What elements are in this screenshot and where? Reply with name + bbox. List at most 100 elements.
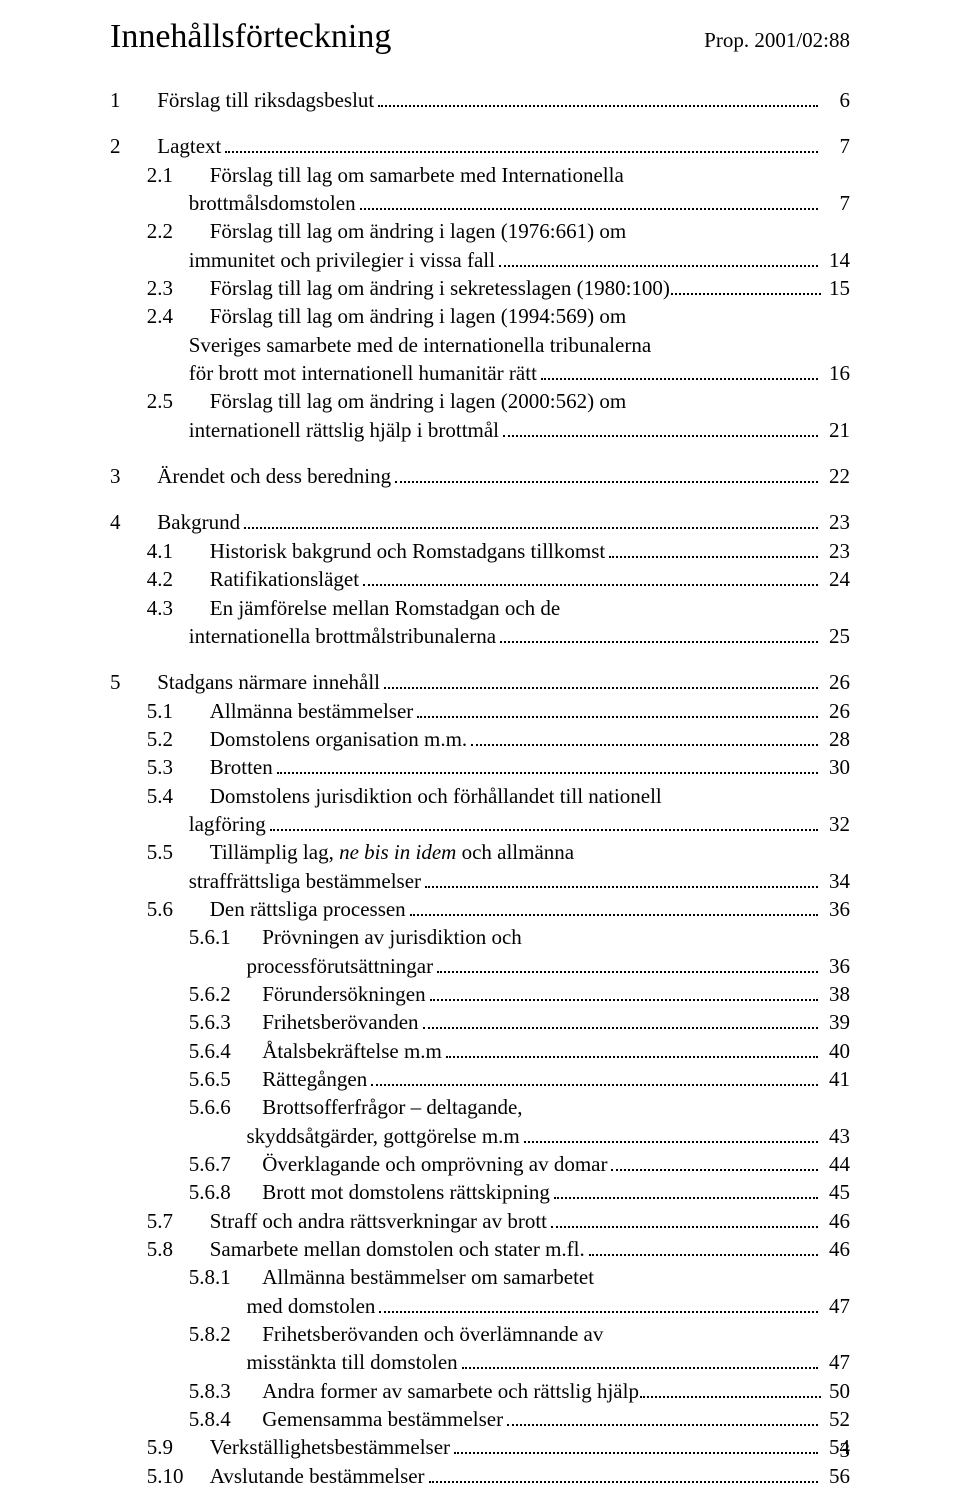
toc-row: 4.2 Ratifikationsläget24 bbox=[110, 565, 850, 593]
toc-row: 2.3 Förslag till lag om ändring i sekret… bbox=[110, 274, 850, 302]
toc-row: 5.6.8 Brott mot domstolens rättskipning 4… bbox=[110, 1178, 850, 1206]
toc-number: 2 bbox=[110, 132, 157, 160]
toc-row: 5.6.2 Förundersökningen 38 bbox=[110, 980, 850, 1008]
toc-row: 5.5 Tillämplig lag, ne bis in idem och a… bbox=[110, 838, 850, 866]
toc-row: 5.8.2 Frihetsberövanden och överlämnande… bbox=[110, 1320, 850, 1348]
toc-text: Historisk bakgrund och Romstadgans tillk… bbox=[210, 537, 605, 565]
toc-row: 5.10 Avslutande bestämmelser56 bbox=[110, 1462, 850, 1490]
toc-number: 1 bbox=[110, 86, 157, 114]
toc-text: Förundersökningen bbox=[262, 980, 425, 1008]
toc-page: 23 bbox=[822, 537, 850, 565]
toc-text: Sveriges samarbete med de internationell… bbox=[189, 331, 651, 359]
toc-row: 5.6 Den rättsliga processen36 bbox=[110, 895, 850, 923]
toc-page: 15 bbox=[822, 274, 850, 302]
toc-text: Ratifikationsläget bbox=[210, 565, 359, 593]
toc-row: skyddsåtgärder, gottgörelse m.m43 bbox=[110, 1122, 850, 1150]
toc-text: Avslutande bestämmelser bbox=[210, 1462, 425, 1490]
toc-number: 5.10 bbox=[147, 1462, 210, 1490]
toc-text: Prövningen av jurisdiktion och bbox=[262, 923, 522, 951]
toc-text: Rättegången bbox=[262, 1065, 367, 1093]
toc-text: Frihetsberövanden och överlämnande av bbox=[262, 1320, 603, 1348]
toc-number: 2.3 bbox=[147, 274, 210, 302]
toc-text: Åtalsbekräftelse m.m bbox=[262, 1037, 442, 1065]
toc-row: 5.4 Domstolens jurisdiktion och förhålla… bbox=[110, 782, 850, 810]
toc-text: misstänkta till domstolen bbox=[247, 1348, 458, 1376]
toc-page: 44 bbox=[822, 1150, 850, 1178]
toc-row: 2.1 Förslag till lag om samarbete med In… bbox=[110, 161, 850, 189]
toc-row: Sveriges samarbete med de internationell… bbox=[110, 331, 850, 359]
toc-text: Bakgrund bbox=[157, 508, 240, 536]
toc-number: 5.6.8 bbox=[189, 1178, 263, 1206]
toc-page: 43 bbox=[822, 1122, 850, 1150]
toc-page: 40 bbox=[822, 1037, 850, 1065]
toc-page: 6 bbox=[822, 86, 850, 114]
toc-number: 5.6.4 bbox=[189, 1037, 263, 1065]
toc-text: Samarbete mellan domstolen och stater m.… bbox=[210, 1235, 585, 1263]
toc-row: 5.8.3 Andra former av samarbete och rätt… bbox=[110, 1377, 850, 1405]
toc-number: 5.8.3 bbox=[189, 1377, 263, 1405]
toc-number: 5.7 bbox=[147, 1207, 210, 1235]
toc-number: 5.5 bbox=[147, 838, 210, 866]
toc-text: Gemensamma bestämmelser bbox=[262, 1405, 503, 1433]
toc-page: 45 bbox=[822, 1178, 850, 1206]
toc-number: 4.2 bbox=[147, 565, 210, 593]
toc-row: 2.2 Förslag till lag om ändring i lagen … bbox=[110, 217, 850, 245]
toc-number: 5.6.6 bbox=[189, 1093, 263, 1121]
toc-text: Verkställighetsbestämmelser bbox=[210, 1433, 450, 1461]
toc-number: 5.8.4 bbox=[189, 1405, 263, 1433]
toc-number: 5.8.1 bbox=[189, 1263, 263, 1291]
toc-number: 5.8.2 bbox=[189, 1320, 263, 1348]
toc-text: Brott mot domstolens rättskipning bbox=[262, 1178, 550, 1206]
toc-page: 46 bbox=[822, 1235, 850, 1263]
toc-row: för brott mot internationell humanitär r… bbox=[110, 359, 850, 387]
toc-number: 2.4 bbox=[147, 302, 210, 330]
toc-text: lagföring bbox=[189, 810, 266, 838]
toc-row: 5.7 Straff och andra rättsverkningar av … bbox=[110, 1207, 850, 1235]
toc-row: 4.1 Historisk bakgrund och Romstadgans t… bbox=[110, 537, 850, 565]
toc-row: 5 Stadgans närmare innehåll26 bbox=[110, 668, 850, 696]
toc-number: 5 bbox=[110, 668, 157, 696]
toc-row: 5.8.1 Allmänna bestämmelser om samarbete… bbox=[110, 1263, 850, 1291]
toc-row: 5.6.7 Överklagande och omprövning av dom… bbox=[110, 1150, 850, 1178]
toc-text: Frihetsberövanden bbox=[262, 1008, 418, 1036]
toc-page: 50 bbox=[822, 1377, 850, 1405]
toc-row: internationella brottmålstribunalerna25 bbox=[110, 622, 850, 650]
toc-text: Den rättsliga processen bbox=[210, 895, 406, 923]
prop-label: Prop. 2001/02:88 bbox=[704, 28, 850, 53]
toc-page: 36 bbox=[822, 952, 850, 980]
toc-text: En jämförelse mellan Romstadgan och de bbox=[210, 594, 560, 622]
toc-text: straffrättsliga bestämmelser bbox=[189, 867, 421, 895]
toc-row: brottmålsdomstolen7 bbox=[110, 189, 850, 217]
toc-row: immunitet och privilegier i vissa fall14 bbox=[110, 246, 850, 274]
toc-row: misstänkta till domstolen47 bbox=[110, 1348, 850, 1376]
toc-number: 3 bbox=[110, 462, 157, 490]
toc-number: 2.2 bbox=[147, 217, 210, 245]
toc-text: Överklagande och omprövning av domar bbox=[262, 1150, 607, 1178]
toc-page: 7 bbox=[822, 132, 850, 160]
toc-page: 39 bbox=[822, 1008, 850, 1036]
toc-text: Förslag till lag om samarbete med Intern… bbox=[210, 161, 624, 189]
toc-page: 38 bbox=[822, 980, 850, 1008]
toc-row: 5.6.5 Rättegången41 bbox=[110, 1065, 850, 1093]
toc-number: 5.6.2 bbox=[189, 980, 263, 1008]
toc-row: 5.6.1 Prövningen av jurisdiktion och bbox=[110, 923, 850, 951]
table-of-contents: 1 Förslag till riksdagsbeslut62 Lagtext7… bbox=[110, 86, 850, 1490]
toc-text: internationell rättslig hjälp i brottmål bbox=[189, 416, 499, 444]
toc-number: 5.6.5 bbox=[189, 1065, 263, 1093]
toc-page: 22 bbox=[822, 462, 850, 490]
page: Innehållsförteckning Prop. 2001/02:88 1 … bbox=[0, 0, 960, 1483]
toc-row: internationell rättslig hjälp i brottmål… bbox=[110, 416, 850, 444]
toc-page: 32 bbox=[822, 810, 850, 838]
toc-text: processförutsättningar bbox=[247, 952, 434, 980]
toc-page: 26 bbox=[822, 697, 850, 725]
toc-row: 5.3 Brotten30 bbox=[110, 753, 850, 781]
toc-row: 5.2 Domstolens organisation m.m.28 bbox=[110, 725, 850, 753]
toc-text: immunitet och privilegier i vissa fall bbox=[189, 246, 495, 274]
toc-number: 2.5 bbox=[147, 387, 210, 415]
toc-page: 46 bbox=[822, 1207, 850, 1235]
toc-number: 4 bbox=[110, 508, 157, 536]
toc-number: 2.1 bbox=[147, 161, 210, 189]
toc-row: 5.8.4 Gemensamma bestämmelser52 bbox=[110, 1405, 850, 1433]
page-number: 3 bbox=[840, 1438, 851, 1463]
toc-text: Förslag till lag om ändring i sekretessl… bbox=[210, 274, 670, 302]
